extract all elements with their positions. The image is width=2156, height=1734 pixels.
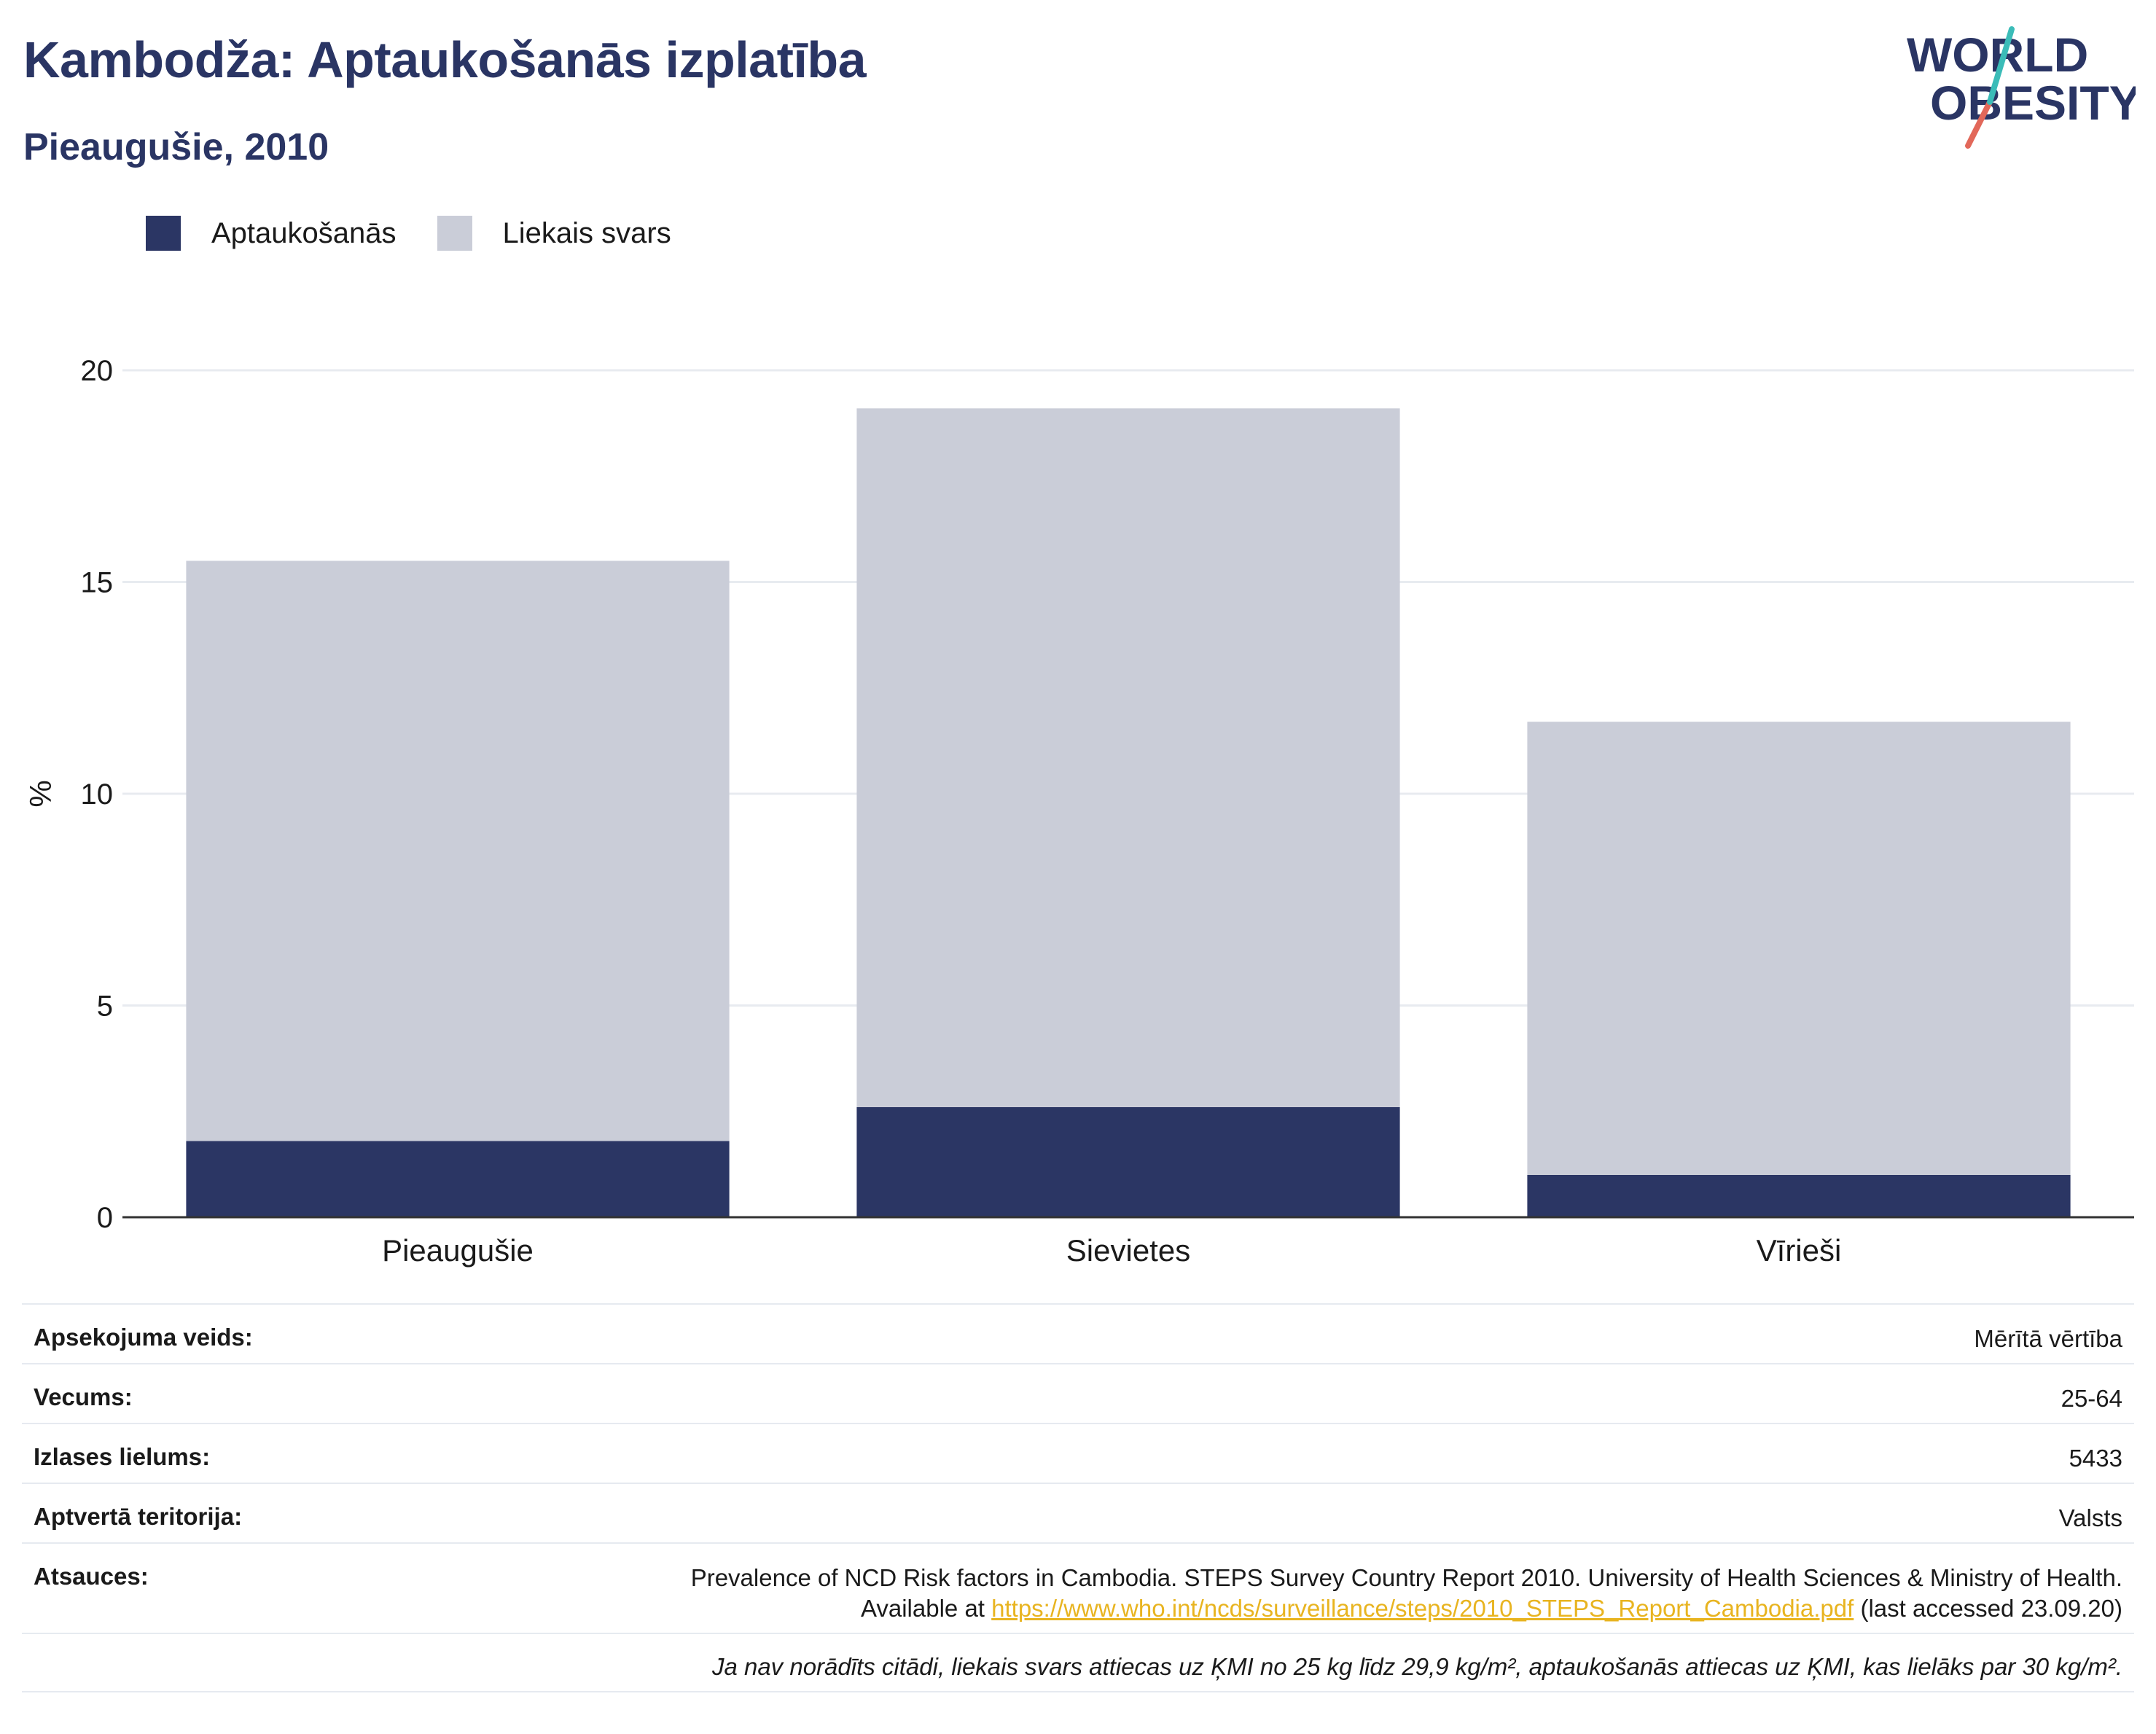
details-key: Atsauces: [34,1563,149,1590]
bar-chart: 0 5 10 15 20 Pieaugušie Sievietes Vīrieši% [23,355,2134,1268]
y-tick-label: 15 [81,567,114,599]
details-value: Valsts [2058,1504,2122,1531]
survey-details: Apsekojuma veids: Mērītā vērtība Vecums:… [22,1303,2134,1692]
y-tick-label: 10 [81,778,114,811]
bar-overweight [856,408,1400,1107]
y-tick-label: 20 [81,355,114,387]
reference-link[interactable]: https://www.who.int/ncds/surveillance/st… [991,1595,1854,1622]
world-obesity-logo: WORLD OBESITY [1902,22,2141,153]
details-key: Vecums: [34,1383,133,1410]
details-key: Izlases lielums: [34,1443,211,1470]
legend-label-overweight: Liekais svars [502,216,671,249]
bar-overweight [186,561,730,1141]
reference-line-1: Prevalence of NCD Risk factors in Cambod… [690,1564,2122,1591]
legend-item-obesity[interactable]: Aptaukošanās [146,216,397,251]
details-row-coverage: Aptvertā teritorija: Valsts [22,1483,2134,1542]
bar-obesity [856,1106,1400,1217]
definition-note: Ja nav norādīts citādi, liekais svars at… [711,1653,2122,1680]
details-row-sample-size: Izlases lielums: 5433 [22,1423,2134,1483]
bar-overweight [1527,722,2071,1175]
page-title: Kambodža: Aptaukošanās izplatība [23,31,867,88]
bar-obesity [1527,1174,2071,1217]
details-row-age: Vecums: 25-64 [22,1363,2134,1423]
details-value: Mērītā vērtība [1974,1325,2122,1352]
details-key: Aptvertā teritorija: [34,1503,243,1530]
x-tick-label: Pieaugušie [382,1233,534,1268]
legend-label-obesity: Aptaukošanās [211,216,397,249]
legend-swatch-overweight [437,216,472,251]
reference-suffix: (last accessed 23.09.20) [1854,1595,2122,1622]
details-row-references: Atsauces: Prevalence of NCD Risk factors… [22,1542,2134,1633]
reference-line-2: Available at https://www.who.int/ncds/su… [691,1593,2122,1624]
details-row-note: Ja nav norādīts citādi, liekais svars at… [22,1633,2134,1692]
details-row-survey-type: Apsekojuma veids: Mērītā vērtība [22,1303,2134,1363]
details-key: Apsekojuma veids: [34,1324,253,1351]
logo-graphic: WORLD OBESITY [1907,26,2141,149]
x-tick-label: Vīrieši [1757,1233,1842,1268]
details-value: 5433 [2069,1445,2122,1472]
y-tick-label: 5 [97,991,113,1023]
legend-swatch-obesity [146,216,181,251]
reference-prefix: Available at [860,1595,992,1622]
y-tick-label: 0 [97,1202,113,1234]
logo-line2: OBESITY [1930,76,2136,130]
details-value: 25-64 [2061,1385,2122,1412]
y-axis-label: % [23,780,58,807]
page-subtitle: Pieaugušie, 2010 [23,126,329,168]
bar-obesity [186,1141,730,1217]
chart-legend: Aptaukošanās Liekais svars [146,216,712,251]
reference-text: Prevalence of NCD Risk factors in Cambod… [691,1563,2122,1624]
x-tick-label: Sievietes [1066,1233,1190,1268]
legend-item-overweight[interactable]: Liekais svars [437,216,671,251]
